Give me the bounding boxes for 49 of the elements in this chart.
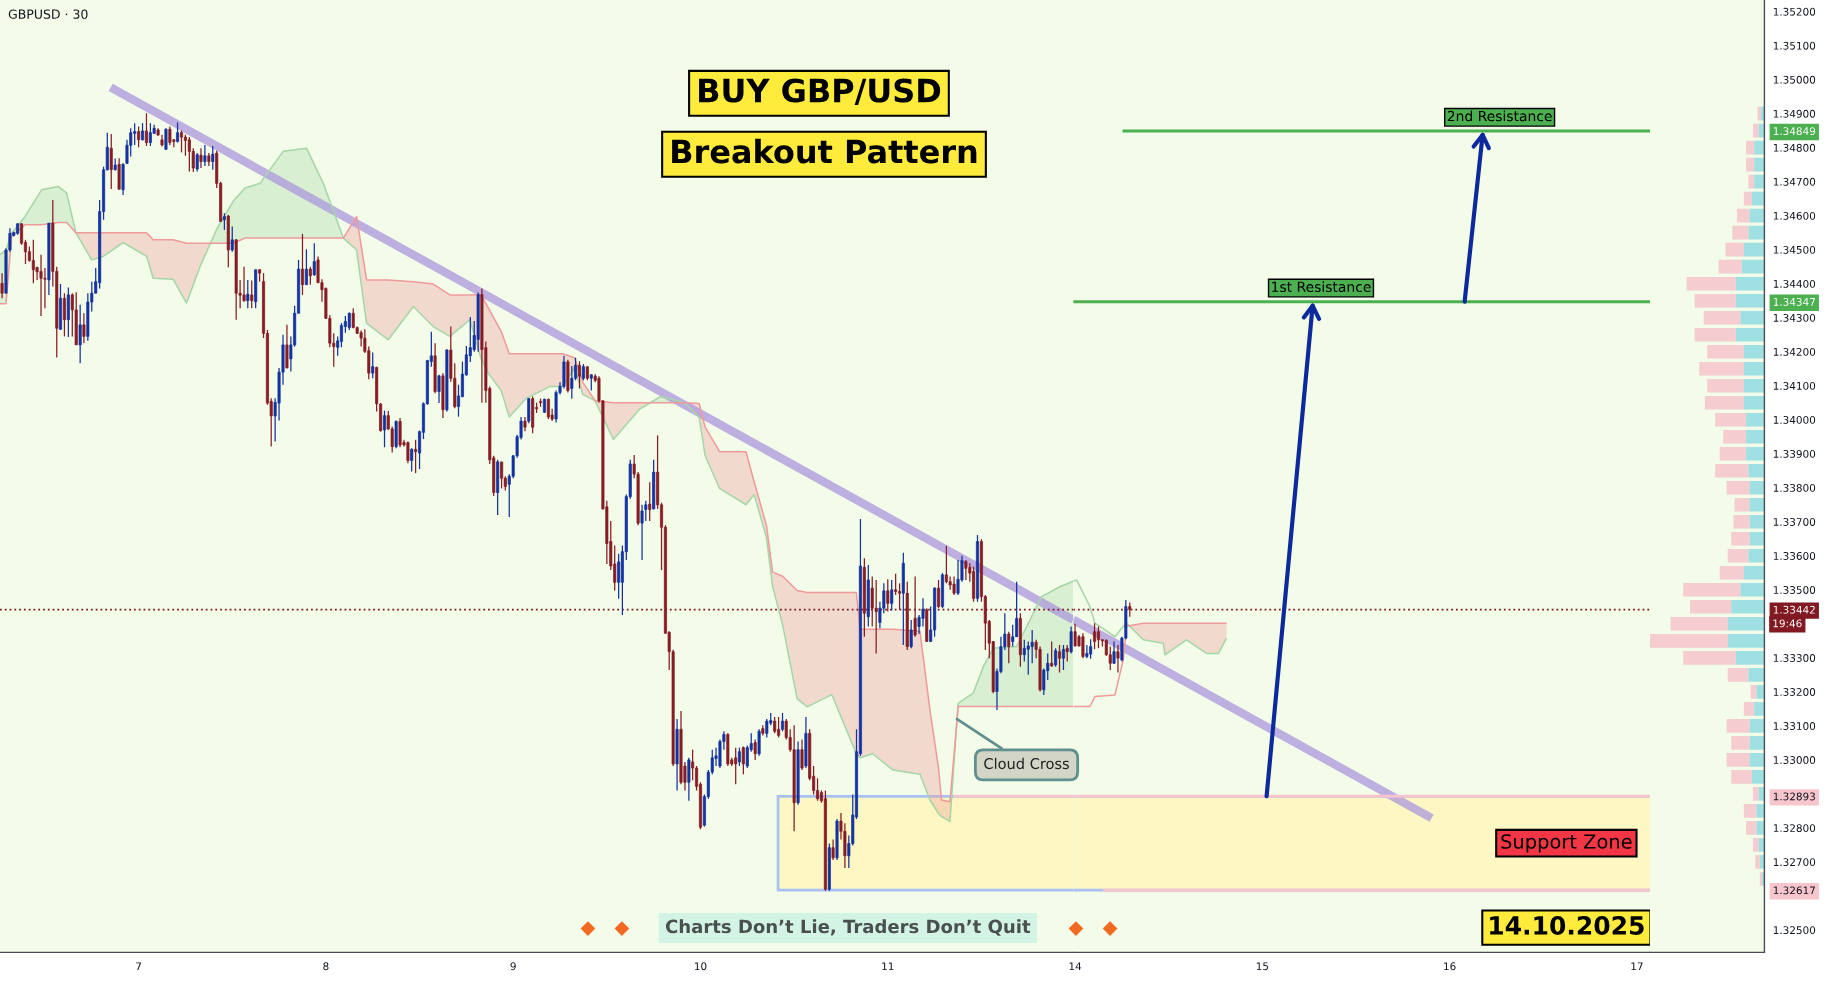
y-tick-label: 1.33300 [1773, 654, 1816, 662]
annotation: 14.10.2025 [1490, 915, 1644, 935]
y-tick-label: 1.32893 [1773, 792, 1815, 801]
text: 19:46 [1773, 619, 1802, 628]
y-tick-label: 1.32500 [1773, 926, 1816, 935]
y-tick-label: 1.33800 [1773, 483, 1816, 492]
y-tick-label: 1.34100 [1773, 381, 1816, 390]
y-tick-label: 1.34347 [1773, 297, 1815, 306]
annotation: GBPUSD · 30 [8, 9, 88, 19]
ref-line-label: 1st Resistance [1272, 281, 1371, 293]
y-tick-label: 1.34900 [1773, 109, 1816, 118]
y-tick-label: 1.34200 [1773, 347, 1816, 356]
y-tick-label: 1.34000 [1773, 415, 1816, 424]
y-tick-label: 1.35200 [1773, 7, 1816, 16]
y-tick-label: 1.34400 [1773, 279, 1816, 288]
annotation: Cloud Cross [984, 757, 1069, 770]
y-tick-label: 1.33100 [1773, 722, 1816, 730]
x-tick-label: 16 [1444, 962, 1456, 971]
x-tick-label: 7 [136, 962, 142, 971]
y-tick-label: 1.35000 [1773, 75, 1816, 84]
annotation: Charts Don’t Lie, Traders Don’t Quit [665, 919, 1031, 936]
x-tick-label: 15 [1256, 962, 1269, 971]
text: BUY GBP/USD [699, 78, 941, 106]
y-tick-label: 1.34500 [1773, 245, 1816, 254]
y-tick-label: 1.34600 [1773, 211, 1816, 220]
y-tick-label: 1.32800 [1773, 824, 1816, 833]
x-tick-label: 9 [510, 962, 516, 971]
x-tick-label: 14 [1069, 962, 1082, 971]
y-tick-label: 1.33500 [1773, 586, 1816, 594]
text: Breakout Pattern [672, 138, 977, 164]
y-tick-label: 1.34700 [1773, 177, 1816, 186]
y-tick-label: 1.32617 [1773, 886, 1815, 895]
y-tick-label: 1.33442 [1773, 605, 1815, 614]
y-tick-label: 1.33000 [1773, 756, 1816, 764]
y-tick-label: 1.33700 [1773, 518, 1816, 526]
y-tick-label: 1.32700 [1773, 858, 1816, 867]
x-tick-label: 17 [1631, 962, 1643, 971]
y-tick-label: 1.33200 [1773, 688, 1816, 696]
x-tick-label: 11 [882, 962, 894, 971]
x-tick-label: 10 [695, 962, 707, 971]
y-tick-label: 1.34300 [1773, 313, 1816, 322]
y-tick-label: 1.33600 [1773, 552, 1816, 560]
y-tick-label: 1.34800 [1773, 143, 1816, 152]
x-tick-label: 8 [323, 962, 329, 971]
y-tick-label: 1.33900 [1773, 449, 1816, 458]
band-label: Support Zone [1501, 834, 1632, 853]
y-tick-label: 1.34849 [1773, 127, 1816, 136]
y-tick-label: 1.35100 [1773, 41, 1816, 50]
ref-line-label: 2nd Resistance [1447, 110, 1552, 122]
